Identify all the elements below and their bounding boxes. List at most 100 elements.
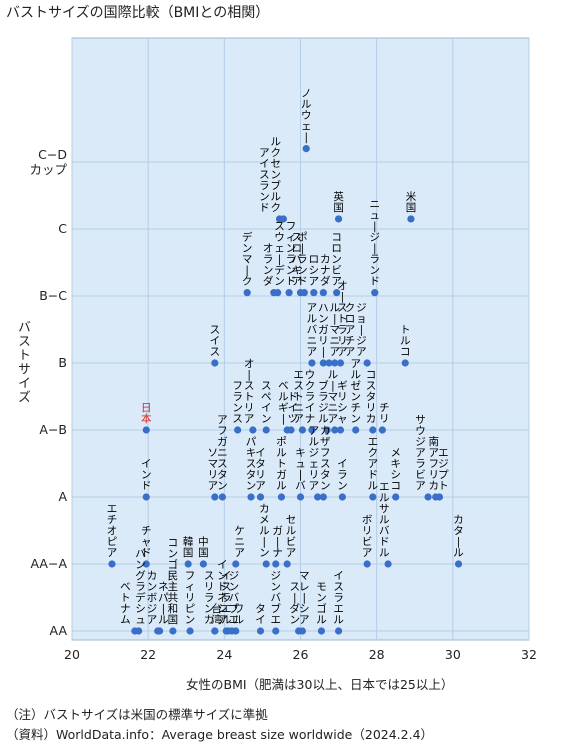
point-label: ポルトガル: [276, 436, 287, 492]
data-point: [285, 289, 293, 297]
data-point: [274, 289, 282, 297]
point-label: カナダ: [320, 254, 331, 288]
data-point: [243, 289, 251, 297]
point-label: エルサルバドル: [379, 481, 390, 559]
data-point: [435, 493, 444, 501]
point-label: イラン: [337, 458, 348, 492]
y-tick-label: AA−A: [31, 556, 68, 571]
point-label: アフガニスタン: [217, 414, 228, 492]
data-point: [336, 359, 345, 367]
point-label: コロンビア: [331, 232, 342, 288]
point-label: モンゴル: [316, 581, 327, 626]
data-point: [310, 289, 318, 297]
data-point: [319, 493, 327, 501]
point-label: フィリピン: [185, 570, 196, 626]
point-label: スペイン: [261, 380, 272, 425]
data-point: [363, 359, 371, 367]
y-tick-label: A: [58, 489, 67, 504]
data-point: [369, 426, 377, 434]
data-point: [135, 627, 143, 635]
data-point: [218, 493, 227, 501]
data-point: [277, 493, 286, 501]
point-label: ワル: [234, 603, 245, 626]
point-label: フィンランド: [286, 221, 297, 288]
point-label: イスラエル: [333, 570, 344, 626]
point-label: カタ|ル: [453, 514, 464, 559]
point-label: ネパ|ル: [158, 581, 169, 626]
point-label: 南アフリカ: [429, 435, 440, 492]
point-label: チャド: [141, 525, 152, 559]
data-point: [392, 493, 400, 501]
data-point: [319, 359, 327, 367]
data-point: [454, 560, 463, 568]
data-point: [300, 289, 308, 297]
y-tick-label: C−D: [38, 147, 67, 162]
point-label: トルコ: [400, 324, 411, 358]
data-point: [142, 560, 150, 568]
point-label: オ|ストリア: [244, 358, 255, 425]
data-point: [232, 627, 240, 635]
point-label: ギリシャ: [337, 380, 348, 425]
point-label: オ|ストラリア: [337, 280, 348, 358]
point-label: バングラデシュ: [135, 548, 146, 626]
point-label: タイ: [255, 603, 266, 626]
data-point: [283, 560, 291, 568]
point-label: メキシコ: [390, 447, 401, 492]
data-point: [371, 289, 379, 297]
data-point: [184, 560, 192, 568]
point-label: ケニア: [234, 525, 245, 559]
x-tick-label: 32: [521, 647, 537, 662]
footnote-source: （資料）WorldData.info：Average breast size w…: [6, 727, 434, 742]
point-label: 英国: [333, 190, 344, 214]
point-label: ロシア: [309, 254, 320, 288]
point-label: スロバキア: [291, 232, 302, 288]
point-label: ボリビア: [362, 514, 373, 559]
point-label: ハンガリ|: [318, 302, 329, 358]
data-point: [378, 426, 386, 434]
data-point: [308, 426, 316, 434]
point-label: コンゴ民主共和国: [168, 537, 179, 626]
point-label: 米国: [406, 190, 417, 214]
data-point: [334, 215, 343, 223]
x-tick-label: 22: [140, 647, 156, 662]
point-label: スウェ|デン: [274, 221, 285, 288]
data-point: [211, 359, 219, 367]
data-point: [325, 359, 333, 367]
point-label: マレ|シア: [299, 570, 310, 626]
point-label: ドイツ: [288, 391, 299, 425]
point-label: カメル|ン: [259, 503, 270, 559]
chart-title: バストサイズの国際比較（BMIとの相関）: [6, 5, 270, 21]
point-label: ソマリア: [208, 447, 219, 492]
point-label: ルクセンブルク: [270, 136, 281, 214]
data-point: [384, 560, 392, 568]
data-point: [211, 627, 219, 635]
data-point: [302, 145, 310, 153]
data-point: [272, 560, 280, 568]
data-point: [298, 627, 307, 635]
point-label: インド: [141, 458, 152, 492]
data-point: [142, 426, 150, 434]
y-tick-label: A−B: [39, 422, 67, 437]
point-label: カザフスタン: [320, 425, 331, 492]
point-label: ジョ|ジア: [356, 302, 367, 358]
data-point: [352, 426, 360, 434]
point-label: セルビア: [286, 514, 297, 559]
point-label: アルジェリア: [309, 425, 320, 492]
point-label: ニュ|ジ|ランド: [370, 199, 381, 288]
data-point: [338, 493, 346, 501]
point-label: ス|ダン: [290, 581, 301, 626]
point-label: エストニア: [293, 369, 304, 425]
data-point: [211, 493, 219, 501]
data-point: [296, 493, 305, 501]
point-label: ル|マニア: [328, 369, 339, 425]
point-label: スリランカ: [204, 570, 215, 626]
data-point: [199, 560, 207, 568]
point-label: エチオピア: [107, 503, 118, 559]
data-point: [275, 215, 284, 223]
point-label: コスタリカ: [366, 369, 377, 425]
data-point: [298, 426, 307, 434]
x-tick-label: 24: [216, 647, 232, 662]
point-label: ウクライナ: [305, 369, 316, 425]
point-label: パキスタン: [246, 436, 257, 492]
